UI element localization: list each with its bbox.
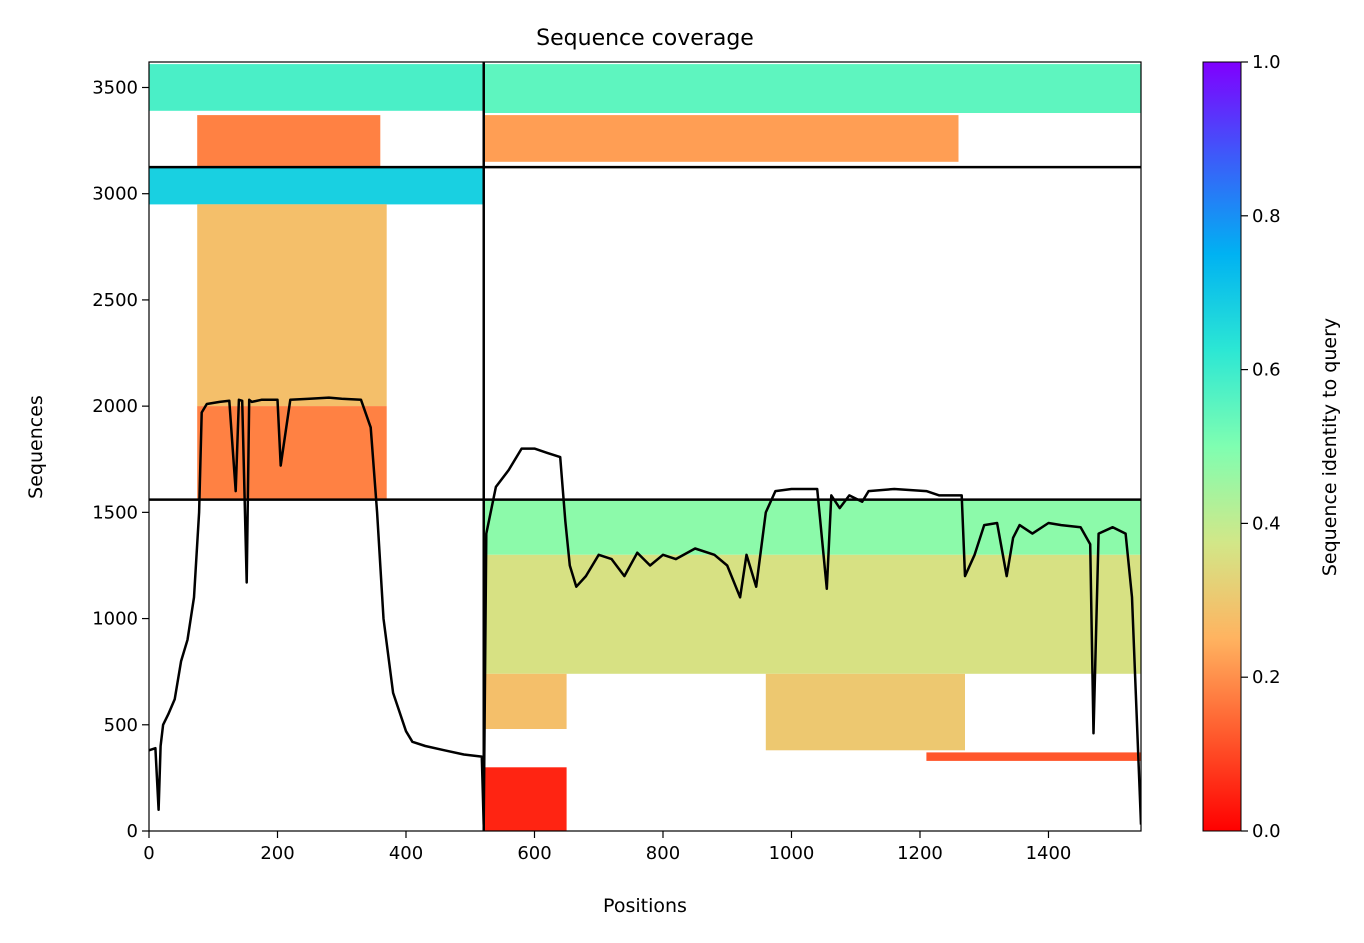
coverage-block — [483, 673, 567, 729]
colorbar-tick-label: 0.0 — [1252, 821, 1281, 842]
y-tick-label: 3000 — [92, 184, 138, 205]
x-tick-label: 400 — [389, 843, 423, 864]
y-tick-label: 500 — [104, 715, 138, 736]
coverage-block — [483, 64, 1141, 113]
coverage-block — [149, 167, 484, 205]
y-tick-label: 1500 — [92, 502, 138, 523]
coverage-block — [483, 115, 959, 162]
coverage-block — [197, 115, 381, 168]
x-axis: 0 200 400 600 800 1000 1200 1400 — [143, 831, 1071, 864]
coverage-block — [483, 767, 567, 831]
coverage-block — [926, 752, 1141, 761]
coverage-line-layer — [149, 396, 1141, 826]
x-tick-label: 1000 — [769, 843, 815, 864]
y-tick-label: 2000 — [92, 396, 138, 417]
coverage-block — [197, 406, 387, 500]
x-tick-label: 800 — [646, 843, 680, 864]
coverage-line — [149, 396, 1141, 826]
coverage-block — [149, 64, 484, 111]
y-tick-label: 0 — [127, 821, 138, 842]
colorbar-tick-label: 0.2 — [1252, 667, 1281, 688]
y-tick-label: 1000 — [92, 609, 138, 630]
x-tick-label: 1200 — [897, 843, 943, 864]
y-tick-label: 2500 — [92, 290, 138, 311]
coverage-block — [483, 554, 1141, 674]
x-tick-label: 0 — [143, 843, 154, 864]
colorbar-label: Sequence identity to query — [1319, 318, 1341, 576]
colorbar-tick-label: 0.8 — [1252, 206, 1281, 227]
chart-title: Sequence coverage — [536, 26, 754, 51]
colorbar-tick-label: 0.4 — [1252, 513, 1281, 534]
y-tick-label: 3500 — [92, 77, 138, 98]
x-tick-label: 600 — [517, 843, 551, 864]
y-axis-label: Sequences — [25, 395, 47, 499]
colorbar-tick-label: 1.0 — [1252, 52, 1281, 73]
colorbar-ticks: 0.0 0.2 0.4 0.6 0.8 1.0 — [1241, 52, 1281, 842]
colorbar-tick-label: 0.6 — [1252, 360, 1281, 381]
plot-frame — [148, 61, 1142, 832]
x-axis-label: Positions — [603, 895, 687, 917]
coverage-block — [765, 673, 965, 751]
y-axis: 0 500 1000 1500 2000 2500 3000 3500 — [92, 77, 149, 842]
colorbar — [1202, 61, 1242, 832]
coverage-heatmap — [149, 64, 1141, 831]
coverage-block — [197, 204, 387, 407]
coverage-block — [483, 499, 1141, 555]
x-tick-label: 1400 — [1026, 843, 1072, 864]
x-tick-label: 200 — [260, 843, 294, 864]
